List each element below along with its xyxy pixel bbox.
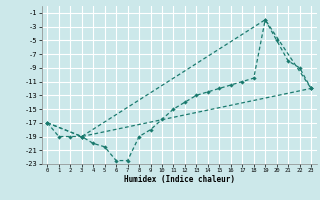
X-axis label: Humidex (Indice chaleur): Humidex (Indice chaleur) <box>124 175 235 184</box>
